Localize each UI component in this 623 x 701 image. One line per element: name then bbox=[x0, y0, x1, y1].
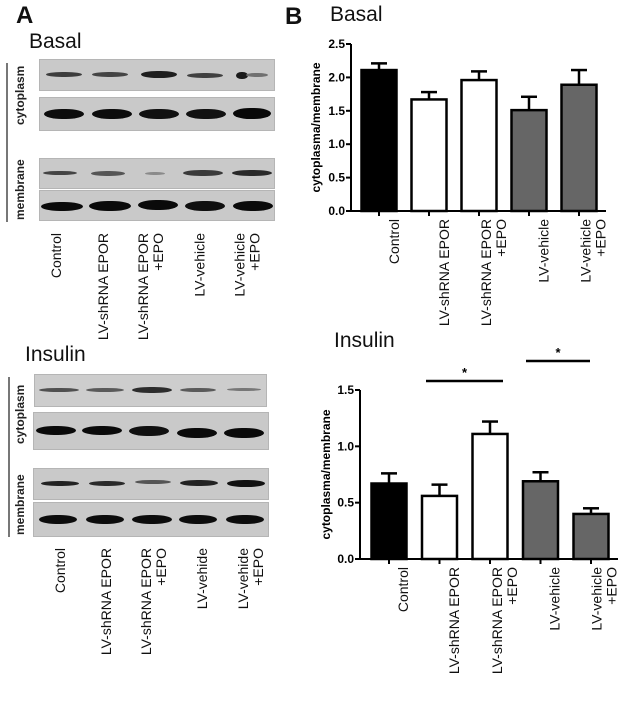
insulin-chart-x-label: Control bbox=[395, 567, 411, 613]
y-tick-label: 2.5 bbox=[328, 37, 345, 51]
bar bbox=[420, 494, 459, 561]
basal-cytoplasm-target-blot bbox=[39, 59, 275, 91]
bar bbox=[370, 482, 408, 561]
bar bbox=[521, 480, 560, 561]
basal-chart-x-label: LV-vehicle bbox=[536, 219, 552, 283]
panel-b-letter: B bbox=[285, 3, 303, 30]
y-tick-label: 1.5 bbox=[328, 104, 345, 118]
basal-chart-x-label: LV-shRNA EPOR +EPO bbox=[478, 219, 509, 327]
bar bbox=[460, 78, 498, 213]
insulin-chart-x-label: LV-shRNA EPOR +EPO bbox=[489, 567, 520, 675]
basal-chart-x-label: Control bbox=[386, 219, 402, 265]
basal-chart-x-label: LV-vehicle +EPO bbox=[578, 219, 609, 283]
insulin-cytoplasm-target-blot bbox=[34, 374, 267, 407]
insulin-chart-title: Insulin bbox=[334, 329, 395, 352]
panel-a-basal-title: Basal bbox=[29, 30, 82, 53]
basal-membrane-loading-blot bbox=[39, 190, 275, 221]
significance-star: * bbox=[555, 345, 561, 360]
insulin-chart-x-label: LV-vehicle +EPO bbox=[589, 567, 620, 631]
y-tick-label: 0.5 bbox=[328, 171, 345, 185]
y-tick-label: 1.5 bbox=[337, 383, 354, 397]
basal-side-divider bbox=[6, 63, 8, 222]
y-tick-label: 1.0 bbox=[337, 439, 354, 453]
y-tick-label: 0.0 bbox=[328, 204, 345, 218]
bar bbox=[560, 83, 598, 213]
bar bbox=[410, 98, 448, 213]
insulin-membrane-target-blot bbox=[33, 468, 269, 500]
basal-cytoplasm-loading-blot bbox=[39, 97, 275, 131]
basal-chart-x-label: LV-shRNA EPOR bbox=[436, 219, 452, 327]
bar bbox=[572, 512, 610, 561]
insulin-cytoplasm-loading-blot bbox=[33, 412, 269, 450]
y-tick-label: 0.5 bbox=[337, 496, 354, 510]
y-tick-label: 1.0 bbox=[328, 137, 345, 151]
insulin-chart-x-label: LV-shRNA EPOR bbox=[446, 567, 462, 675]
bar bbox=[360, 68, 398, 213]
panel-a-insulin-title: Insulin bbox=[25, 343, 86, 366]
basal-membrane-target-blot bbox=[39, 158, 275, 189]
y-axis-label: cytoplasma/membrane bbox=[309, 62, 323, 192]
bar bbox=[471, 432, 509, 561]
y-axis-label: cytoplasma/membrane bbox=[319, 409, 333, 539]
y-tick-label: 2.0 bbox=[328, 70, 345, 84]
insulin-membrane-loading-blot bbox=[33, 502, 269, 537]
basal-chart-title: Basal bbox=[330, 3, 383, 26]
significance-star: * bbox=[462, 365, 468, 380]
bar bbox=[510, 108, 548, 213]
insulin-side-divider bbox=[8, 377, 10, 537]
panel-a-letter: A bbox=[16, 2, 34, 29]
insulin-chart-x-label: LV-vehicle bbox=[547, 567, 563, 631]
y-tick-label: 0.0 bbox=[337, 552, 354, 566]
